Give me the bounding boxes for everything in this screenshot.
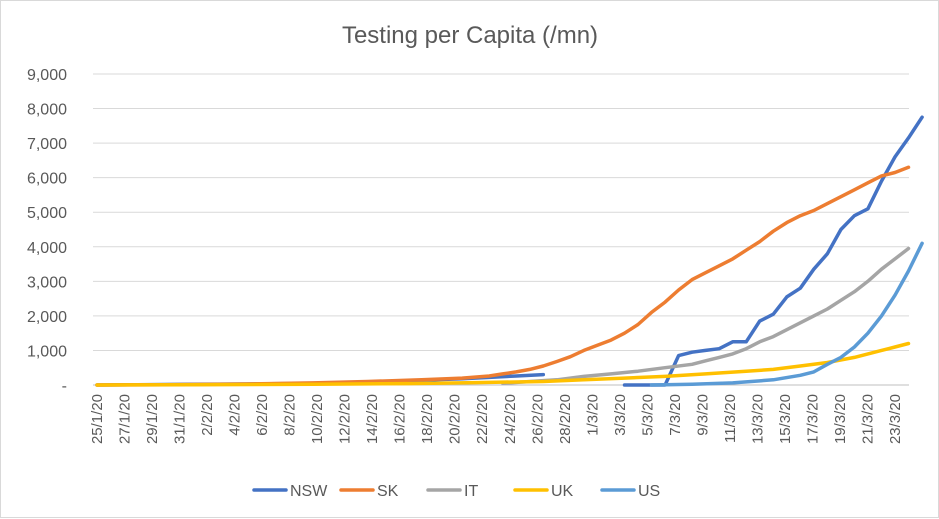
x-tick-label: 27/1/20 [117,394,134,444]
x-tick-label: 16/2/20 [392,394,409,444]
x-tick-label: 26/2/20 [529,394,546,444]
x-tick-label: 11/3/20 [722,394,739,443]
x-tick-label: 24/2/20 [502,394,519,444]
x-tick-label: 3/3/20 [612,394,629,436]
y-tick-label: 3,000 [27,274,67,291]
y-tick-label: - [62,378,67,395]
x-tick-label: 22/2/20 [474,394,491,444]
series-line-us [649,241,924,387]
x-tick-label: 2/2/20 [199,394,216,436]
legend-label-it: IT [464,483,478,500]
x-tick-label: 17/3/20 [804,394,821,444]
x-tick-label: 28/2/20 [557,394,574,444]
x-tick-label: 10/2/20 [309,394,326,444]
legend-label-nsw: NSW [290,483,328,500]
x-tick-label: 18/2/20 [419,394,436,444]
x-tick-label: 5/3/20 [639,394,656,436]
legend-label-us: US [638,483,660,500]
series-line-nsw [622,115,924,387]
legend-label-sk: SK [377,483,399,500]
y-tick-label: 7,000 [27,136,67,153]
x-tick-labels: 25/1/20 27/1/20 29/1/20 31/1/20 2/2/20 4/2/20… [89,394,904,444]
y-tick-label: 9,000 [27,67,67,84]
legend-label-uk: UK [551,483,574,500]
legend: NSW SK IT UK US [252,483,660,500]
x-tick-label: 25/1/20 [89,394,106,444]
x-tick-label: 14/2/20 [364,394,381,444]
x-tick-label: 12/2/20 [337,394,354,444]
y-tick-label: 8,000 [27,102,67,119]
x-tick-label: 29/1/20 [144,394,161,444]
x-tick-label: 8/2/20 [282,394,299,436]
y-tick-label: 2,000 [27,309,67,326]
x-tick-label: 21/3/20 [859,394,876,444]
x-tick-label: 4/2/20 [227,394,244,436]
x-tick-label: 1/3/20 [584,394,601,436]
series-lines [95,115,924,387]
series-line-uk [95,341,911,387]
y-tick-label: 4,000 [27,240,67,257]
y-tick-labels: - 1,000 2,000 3,000 4,000 5,000 6,000 7,000 8,00… [27,67,67,395]
x-tick-label: 20/2/20 [447,394,464,444]
x-tick-label: 19/3/20 [832,394,849,444]
y-tick-label: 6,000 [27,171,67,188]
x-tick-label: 31/1/20 [172,394,189,444]
x-tick-label: 6/2/20 [254,394,271,436]
x-tick-label: 23/3/20 [887,394,904,444]
y-tick-label: 1,000 [27,343,67,360]
chart-title: Testing per Capita (/mn) [342,22,598,49]
series-line-sk [95,165,911,387]
x-tick-label: 15/3/20 [777,394,794,444]
x-tick-label: 7/3/20 [667,394,684,436]
gridlines [93,73,909,351]
series-line-it [501,246,911,386]
x-tick-label: 13/3/20 [749,394,766,444]
y-tick-label: 5,000 [27,205,67,222]
x-tick-label: 9/3/20 [694,394,711,436]
